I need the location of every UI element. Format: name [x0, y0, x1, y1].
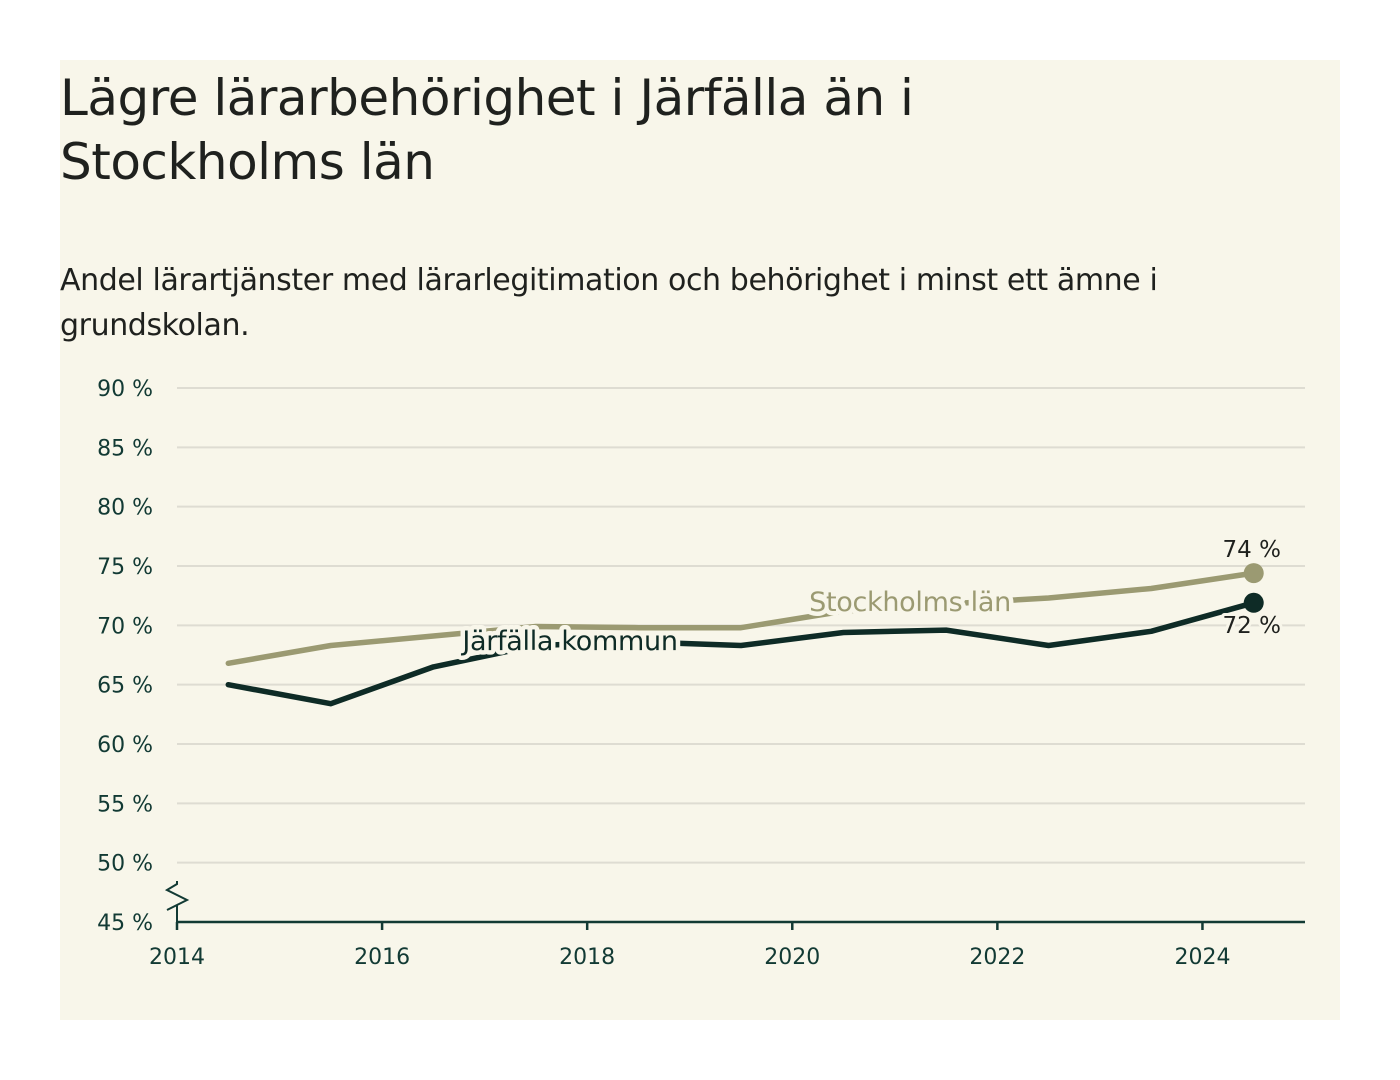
- y-tick-label: 70 %: [97, 614, 153, 639]
- x-tick-label: 2022: [969, 945, 1025, 970]
- chart-title: Lägre lärarbehörighet i Järfälla än i St…: [60, 69, 914, 191]
- series-lines: [225, 563, 1264, 707]
- y-tick-label: 90 %: [97, 377, 153, 402]
- chart-card: [60, 60, 1340, 1020]
- x-tick-label: 2018: [559, 945, 615, 970]
- y-tick-label: 50 %: [97, 852, 153, 877]
- y-tick-label: 85 %: [97, 436, 153, 461]
- y-tick-label: 45 %: [97, 911, 153, 936]
- gridlines: [177, 387, 1305, 864]
- end-value-label: 72 %: [1223, 613, 1281, 639]
- y-tick-label: 60 %: [97, 733, 153, 758]
- x-axis: 2014 2016 2018 2020 2022 2024: [149, 881, 1305, 970]
- series-end-dot-1: [1243, 592, 1264, 613]
- y-tick-label: 75 %: [97, 555, 153, 580]
- x-tick-label: 2024: [1174, 945, 1230, 970]
- x-tick-label: 2016: [354, 945, 410, 970]
- series-line-1: [225, 600, 1257, 707]
- series-name-label: Järfälla kommun: [460, 626, 677, 657]
- axis-break-icon: [164, 881, 190, 922]
- series-name-label: Stockholms län: [809, 587, 1011, 618]
- y-tick-label: 80 %: [97, 496, 153, 521]
- y-tick-label: 65 %: [97, 674, 153, 699]
- series-labels: Stockholms län Järfälla kommun 74 % 72 %: [456, 534, 1284, 661]
- series-end-dot-0: [1243, 563, 1264, 584]
- y-tick-label: 55 %: [97, 792, 153, 817]
- y-axis-tick-labels: 45 % 50 % 55 % 60 % 65 % 70 % 75 % 80 % 85 % 90 %: [97, 377, 153, 936]
- series-line-0: [225, 570, 1257, 667]
- chart-subtitle: Andel lärartjänster med lärarlegitimatio…: [60, 263, 1158, 343]
- x-tick-label: 2014: [149, 945, 205, 970]
- end-value-label: 74 %: [1223, 537, 1281, 563]
- x-tick-label: 2020: [764, 945, 820, 970]
